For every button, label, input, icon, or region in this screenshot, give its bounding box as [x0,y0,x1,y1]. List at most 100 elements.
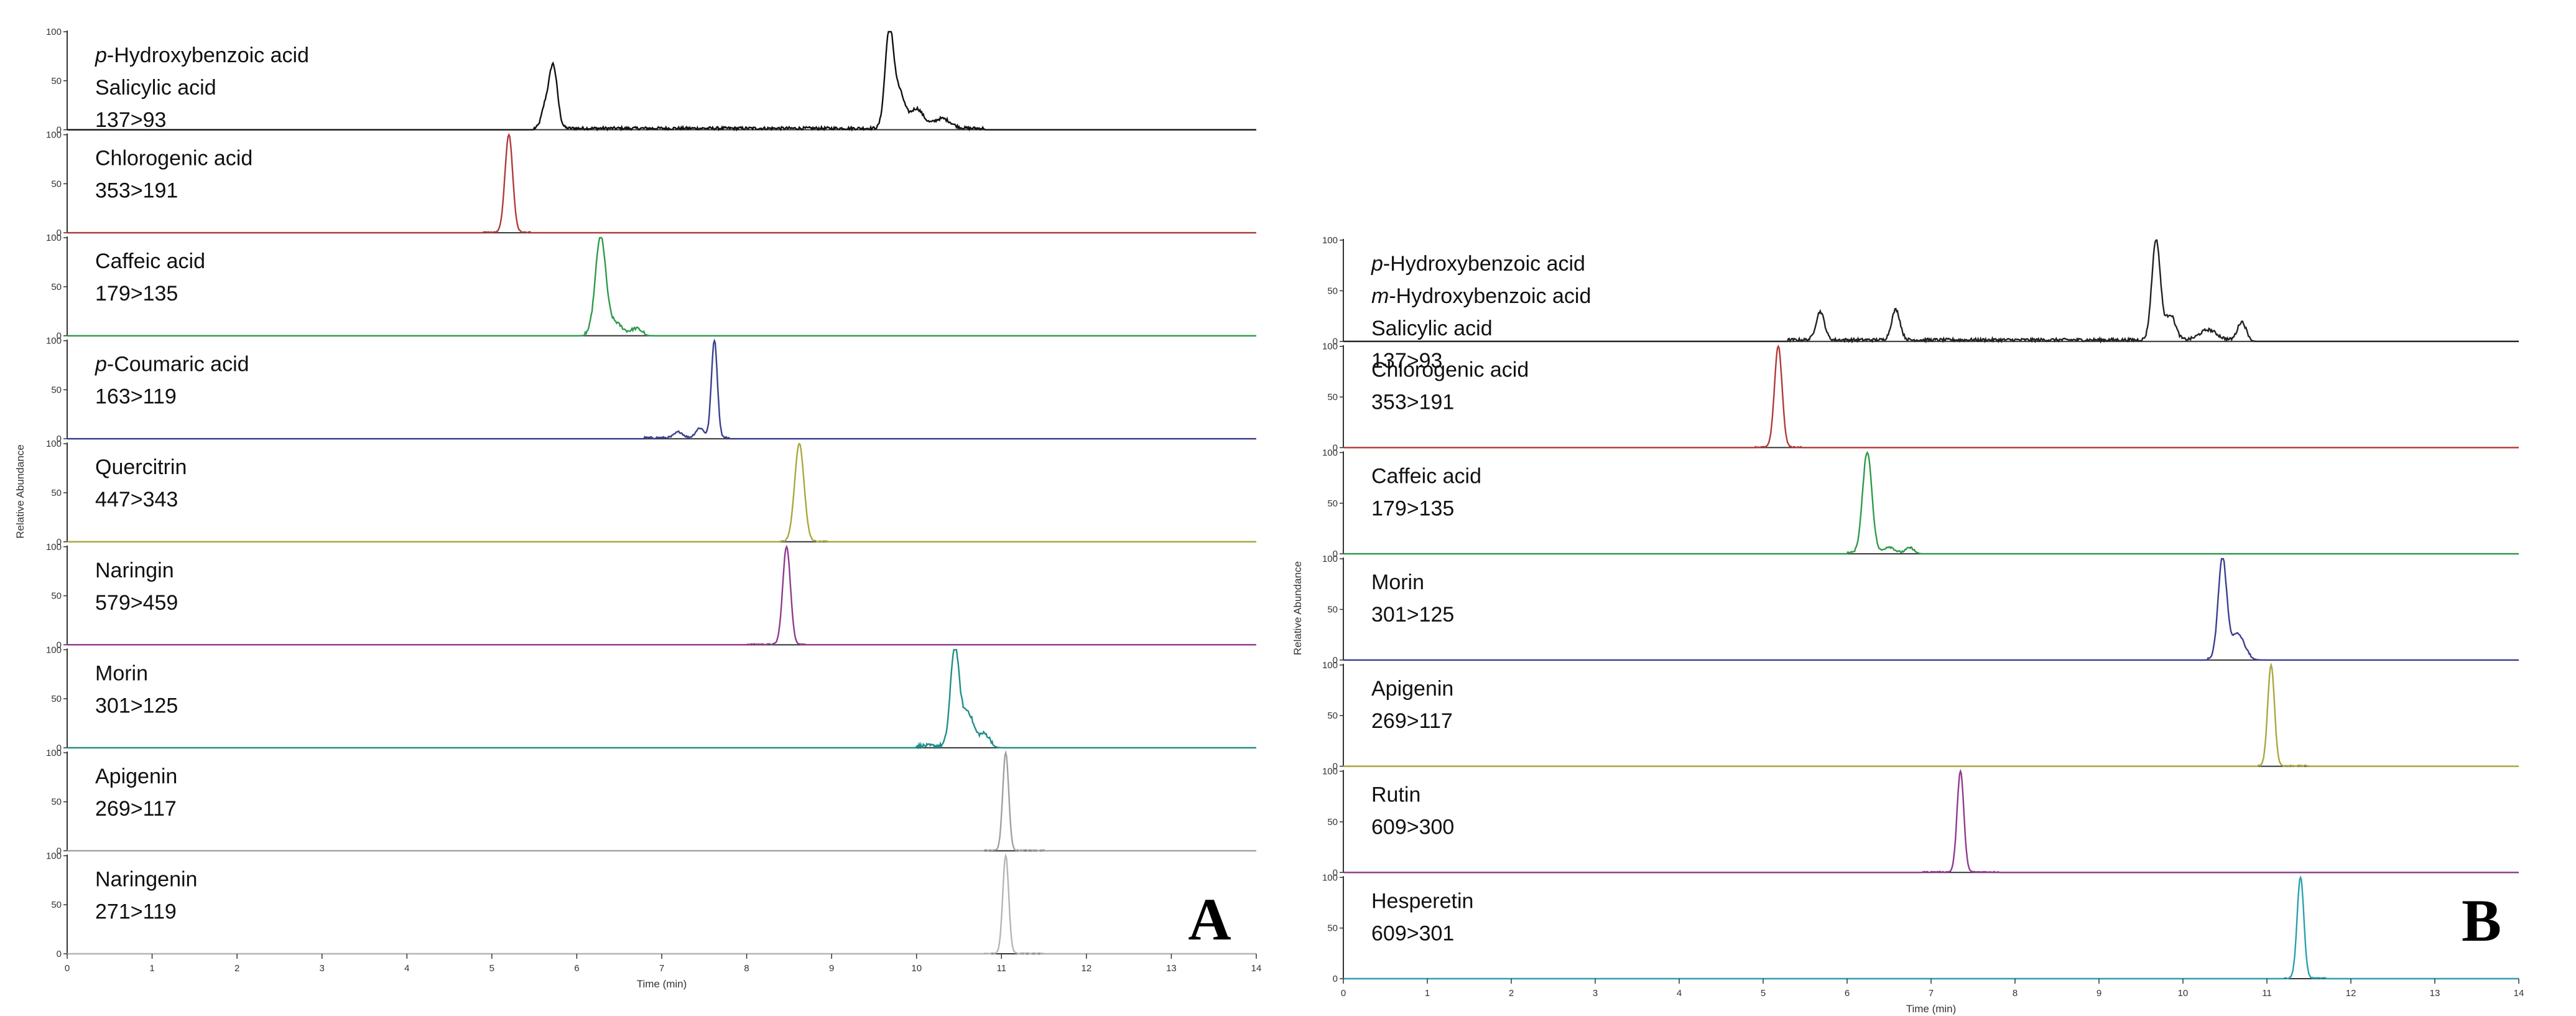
trace-label: 447>343 [95,488,178,511]
trace-label-prefix: p [95,44,107,67]
trace-label: Hesperetin [1371,889,1473,913]
trace-label: 609>301 [1371,921,1454,945]
y-tick-label: 100 [46,542,62,552]
trace-label: 163>119 [95,385,177,409]
trace-line [67,133,1256,234]
trace-label: 269>117 [1371,709,1453,733]
trace-label-prefix: p [1371,252,1383,276]
y-tick-label: 0 [1333,442,1338,453]
y-tick-label: 0 [57,331,62,342]
trace-line [67,236,1256,337]
x-tick-label: 7 [659,963,664,974]
x-tick-label: 0 [65,963,70,974]
y-tick-label: 100 [1322,235,1338,246]
x-tick-label: 9 [2096,988,2101,999]
y-tick-label: 100 [46,130,62,141]
x-axis-label: Time (min) [1906,1003,1957,1015]
x-tick-label: 7 [1929,988,1934,999]
x-tick-label: 13 [1166,963,1177,974]
x-tick-label: 3 [320,963,325,974]
trace-label: Chlorogenic acid [1371,358,1529,382]
y-tick-label: 50 [51,76,62,86]
y-tick-label: 100 [1322,447,1338,458]
trace-label: p-Hydroxybenzoic acid [95,44,309,67]
y-tick-label: 100 [46,233,62,243]
panel-letter: B [2462,887,2501,954]
y-tick-label: 50 [1327,392,1338,403]
x-tick-label: 5 [489,963,494,974]
trace-label: 271>119 [95,900,177,923]
trace-label-name: -Hydroxybenzoic acid [1383,252,1585,276]
trace-label: 179>135 [1371,496,1454,520]
trace-label: Rutin [1371,783,1420,807]
x-tick-label: 14 [2514,988,2524,999]
y-tick-label: 100 [1322,767,1338,777]
y-tick-label: 0 [57,846,62,856]
x-tick-label: 6 [1845,988,1850,999]
x-tick-label: 1 [1425,988,1430,999]
y-tick-label: 100 [1322,660,1338,671]
x-tick-label: 12 [2346,988,2356,999]
y-tick-label: 50 [1327,605,1338,615]
x-tick-label: 8 [2013,988,2018,999]
y-tick-label: 0 [1333,337,1338,347]
x-tick-label: 3 [1593,988,1598,999]
y-tick-label: 50 [1327,923,1338,934]
trace-line [67,30,1256,132]
y-tick-label: 0 [57,434,62,444]
trace-label-name: -Coumaric acid [107,353,249,376]
y-tick-label: 50 [51,282,62,292]
trace-label: Caffeic acid [95,249,205,273]
y-tick-label: 100 [46,645,62,655]
y-tick-label: 50 [51,694,62,704]
x-tick-label: 14 [1251,963,1262,974]
x-axis-label: Time (min) [637,978,687,990]
x-tick-label: 10 [2178,988,2189,999]
trace-label: 269>117 [95,797,177,821]
x-tick-label: 13 [2430,988,2440,999]
trace-label: Morin [95,661,148,685]
trace-label: 609>300 [1371,816,1454,839]
x-tick-label: 4 [404,963,409,974]
trace-line [1343,344,2519,449]
x-tick-label: 2 [1509,988,1514,999]
y-tick-label: 0 [57,949,62,959]
y-tick-label: 100 [46,439,62,449]
y-tick-label: 0 [1333,762,1338,772]
trace-label: Naringin [95,559,174,582]
y-tick-label: 100 [46,336,62,347]
trace-label: 179>135 [95,282,178,305]
trace-label: Quercitrin [95,455,187,479]
trace-label: 353>191 [1371,391,1454,414]
trace-label-prefix: m [1371,284,1389,308]
trace-line [1343,450,2519,556]
trace-label: 579>459 [95,591,178,615]
y-tick-label: 100 [46,851,62,861]
trace-label: Apigenin [95,765,177,788]
trace-label: Salicylic acid [1371,317,1493,340]
trace-label: 353>191 [95,179,178,203]
trace-label: p-Hydroxybenzoic acid [1371,252,1585,276]
x-tick-label: 8 [744,963,749,974]
x-tick-label: 9 [829,963,834,974]
trace-line [1343,239,2519,344]
trace-label: Apigenin [1371,677,1453,701]
y-axis-label: Relative Abundance [14,444,26,538]
y-tick-label: 0 [57,125,62,136]
y-tick-label: 100 [1322,872,1338,883]
y-tick-label: 0 [1333,549,1338,559]
x-tick-label: 5 [1761,988,1766,999]
y-tick-label: 0 [1333,655,1338,666]
trace-line [1343,662,2519,767]
trace-line [1343,875,2519,980]
y-tick-label: 50 [51,591,62,602]
trace-line [1343,557,2519,661]
x-tick-label: 11 [996,963,1006,974]
y-tick-label: 100 [46,27,62,37]
y-tick-label: 50 [51,488,62,498]
y-tick-label: 0 [57,228,62,238]
trace-label: 301>125 [1371,603,1454,627]
trace-label: m-Hydroxybenzoic acid [1371,284,1591,308]
